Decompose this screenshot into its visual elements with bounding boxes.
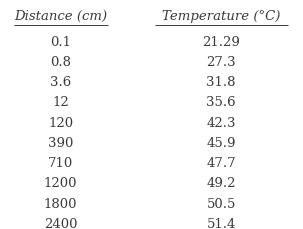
Text: 710: 710 [48,156,73,169]
Text: 35.6: 35.6 [206,96,236,109]
Text: 0.8: 0.8 [50,56,71,69]
Text: 51.4: 51.4 [207,217,236,229]
Text: 47.7: 47.7 [206,156,236,169]
Text: Temperature (°C): Temperature (°C) [162,10,280,23]
Text: 27.3: 27.3 [206,56,236,69]
Text: Distance (cm): Distance (cm) [14,10,107,23]
Text: 1200: 1200 [44,177,77,190]
Text: 42.3: 42.3 [206,116,236,129]
Text: 120: 120 [48,116,73,129]
Text: 0.1: 0.1 [50,35,71,49]
Text: 390: 390 [48,136,73,149]
Text: 3.6: 3.6 [50,76,71,89]
Text: 1800: 1800 [44,197,77,210]
Text: 31.8: 31.8 [206,76,236,89]
Text: 2400: 2400 [44,217,77,229]
Text: 50.5: 50.5 [207,197,236,210]
Text: 45.9: 45.9 [206,136,236,149]
Text: 49.2: 49.2 [206,177,236,190]
Text: 12: 12 [52,96,69,109]
Text: 21.29: 21.29 [202,35,240,49]
